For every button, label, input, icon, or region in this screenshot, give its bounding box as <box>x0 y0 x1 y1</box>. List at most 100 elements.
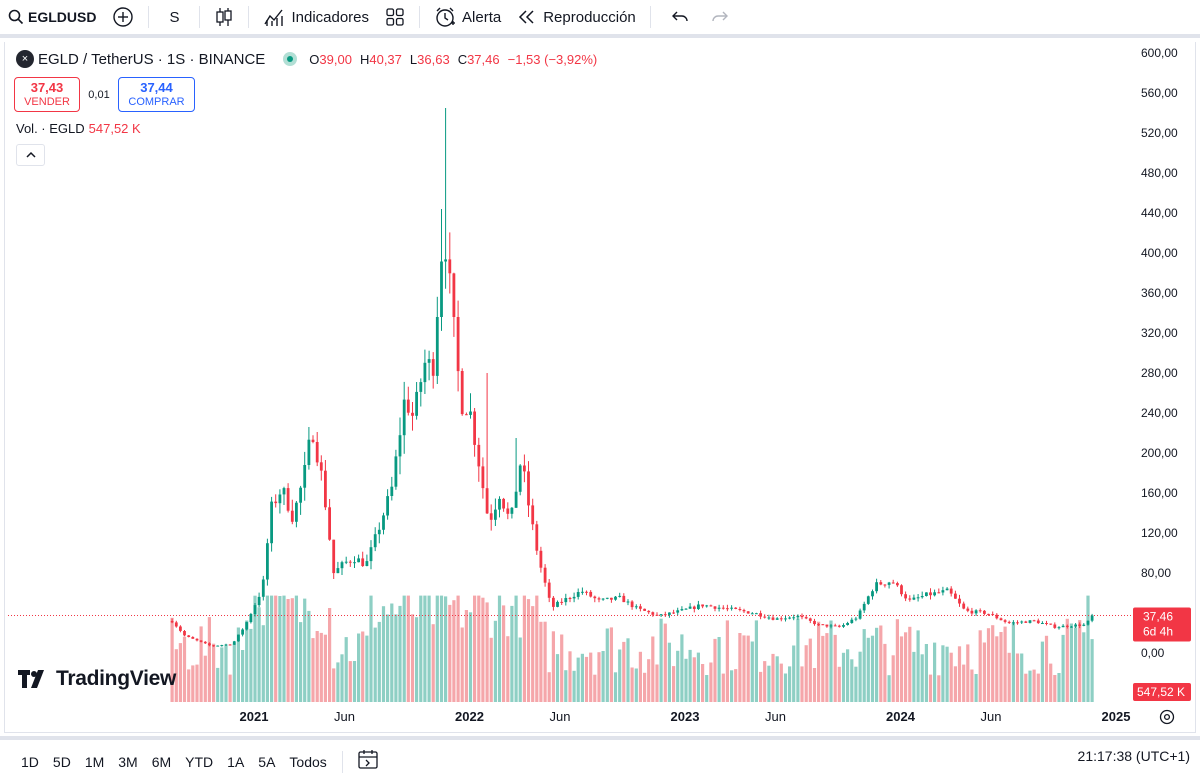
candle-body <box>871 591 874 597</box>
price-tick-label: 280,00 <box>1141 366 1178 380</box>
compare-button[interactable] <box>104 0 142 34</box>
candle-body <box>523 465 526 472</box>
symbol-search[interactable]: EGLDUSD <box>0 0 104 34</box>
range-button-1d[interactable]: 1D <box>21 753 39 770</box>
candle-body <box>572 596 576 599</box>
candle-body <box>448 259 452 274</box>
search-icon <box>8 9 24 25</box>
layouts-button[interactable] <box>377 0 413 34</box>
candle-body <box>344 561 348 563</box>
logo-text: TradingView <box>56 667 177 690</box>
replay-button[interactable]: Reproducción <box>509 0 644 34</box>
range-button-6m[interactable]: 6M <box>151 753 172 770</box>
candle-body <box>340 562 344 569</box>
volume-bar <box>178 643 182 702</box>
candle-body <box>282 488 286 495</box>
volume-bar <box>170 617 174 702</box>
interval-button[interactable]: S <box>155 0 193 34</box>
toolbar-divider <box>248 6 250 28</box>
chart-title[interactable]: EGLD / TetherUS · 1S · BINANCE <box>38 50 266 68</box>
volume-bar <box>638 651 642 702</box>
chevron-up-icon <box>25 151 36 158</box>
volume-bar <box>303 598 307 702</box>
market-status-icon[interactable] <box>283 52 298 66</box>
time-axis[interactable]: 2021 Jun 2022 Jun 2023 Jun 2024 Jun 2025 <box>8 702 1131 732</box>
volume-bar <box>352 661 357 702</box>
volume-bar <box>290 598 294 702</box>
last-price-badge-bg <box>1133 607 1191 642</box>
candle-body <box>237 634 240 642</box>
volume-bar <box>328 608 332 702</box>
volume-bar <box>373 627 377 702</box>
price-chart[interactable] <box>8 42 1131 702</box>
volume-bar <box>456 595 460 702</box>
indicators-button[interactable]: Indicadores <box>255 0 377 34</box>
candle-body <box>402 399 406 436</box>
sell-button[interactable]: 37,43 VENDER <box>14 77 80 112</box>
candle-body <box>759 613 762 617</box>
price-tick-label: 240,00 <box>1141 406 1178 420</box>
volume-bar <box>734 669 738 702</box>
volume-legend[interactable]: Vol. · EGLD 547,52 K <box>16 121 141 136</box>
range-button-3m[interactable]: 3M <box>118 753 138 770</box>
indicators-icon <box>264 9 284 26</box>
candle-body <box>717 607 721 609</box>
candle-body <box>319 462 323 471</box>
price-tick-label: 560,00 <box>1141 86 1178 100</box>
candle-body <box>630 601 634 608</box>
chart-type-button[interactable] <box>206 0 242 34</box>
volume-badge[interactable]: 547,52 K <box>1133 683 1191 701</box>
range-button-1m[interactable]: 1M <box>84 753 105 770</box>
candle-body <box>987 613 990 615</box>
price-axis[interactable]: 0,00 80,00 120,00 160,00 200,00 240,00 280,00 3… <box>1131 42 1196 702</box>
volume-bar <box>406 595 410 702</box>
candle-body <box>697 604 700 609</box>
candle-body <box>821 624 825 626</box>
undo-button[interactable] <box>657 0 703 34</box>
axis-settings-button[interactable] <box>1158 708 1176 731</box>
time-tick-label: Jun <box>334 709 355 724</box>
candle-body <box>1078 624 1082 626</box>
volume-bar <box>663 623 667 702</box>
volume-bar <box>634 668 638 702</box>
range-button-ytd[interactable]: YTD <box>185 753 214 770</box>
candle-body <box>274 501 278 504</box>
candle-body <box>1070 626 1073 628</box>
candle-body <box>423 362 427 383</box>
close-value: 37,46 <box>467 51 500 67</box>
range-button-5a[interactable]: 5A <box>258 753 276 770</box>
collapse-legend-button[interactable] <box>16 144 45 166</box>
go-to-date-button[interactable] <box>357 748 379 775</box>
alert-button[interactable]: Alerta <box>426 0 509 34</box>
volume-bar <box>261 625 265 702</box>
volume-bar <box>783 673 788 702</box>
range-button-5d[interactable]: 5D <box>52 753 71 770</box>
clock[interactable]: 21:17:38 (UTC+1) <box>1077 748 1190 764</box>
buy-button[interactable]: 37,44 COMPRAR <box>118 77 195 112</box>
candle-body <box>303 465 307 488</box>
candle-body <box>489 513 493 520</box>
range-button-1a[interactable]: 1A <box>227 753 245 770</box>
candle-body <box>804 617 808 619</box>
volume-bar <box>949 652 953 702</box>
candle-body <box>639 606 642 609</box>
candle-body <box>983 610 986 614</box>
volume-bar <box>580 653 584 702</box>
candle-body <box>796 615 800 618</box>
toolbar-divider <box>649 6 651 28</box>
volume-bar <box>415 617 419 702</box>
volume-bar <box>978 630 982 702</box>
volume-bar <box>957 646 962 702</box>
candle-body <box>419 382 423 392</box>
candle-body <box>941 590 945 593</box>
range-button-todos[interactable]: Todos <box>289 753 327 770</box>
change-value: −1,53 (−3,92%) <box>507 51 598 67</box>
redo-button[interactable] <box>703 0 737 34</box>
volume-bar <box>402 595 406 702</box>
candle-body <box>949 588 953 594</box>
volume-bar <box>1049 663 1053 702</box>
symbol-name: EGLDUSD <box>28 9 97 25</box>
tradingview-logo[interactable]: TradingView <box>18 667 176 691</box>
candle-body <box>1086 620 1090 625</box>
